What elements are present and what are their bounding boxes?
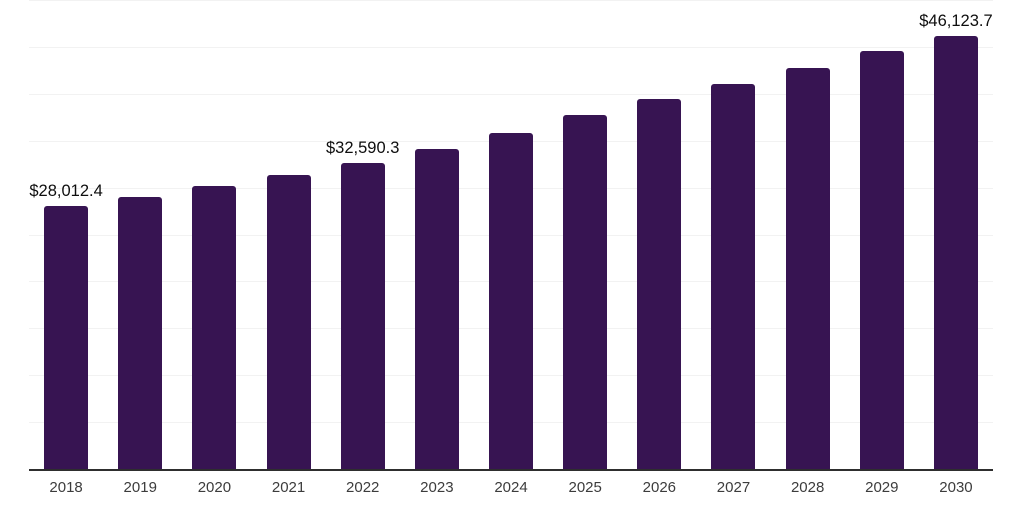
bar-slot-2021 bbox=[251, 0, 325, 469]
bar-2024[interactable] bbox=[489, 132, 534, 469]
bar-2020[interactable] bbox=[192, 186, 237, 469]
x-tick-2029: 2029 bbox=[865, 479, 899, 496]
bar-2019[interactable] bbox=[118, 197, 163, 469]
x-tick-2018: 2018 bbox=[49, 479, 83, 496]
bar-2025[interactable] bbox=[563, 114, 608, 469]
gridline-40000 bbox=[29, 93, 993, 95]
x-tick-2020: 2020 bbox=[197, 479, 232, 496]
bar-slot-2020 bbox=[177, 0, 251, 469]
bar-slot-2022: $32,590.3 bbox=[326, 0, 400, 469]
bar-2022[interactable] bbox=[340, 163, 385, 469]
gridline-50000 bbox=[29, 0, 993, 1]
x-tick-2025: 2025 bbox=[568, 479, 602, 496]
x-tick-2027: 2027 bbox=[716, 479, 751, 496]
x-axis-tick-labels: 2018 2019 2020 2021 2022 2023 2024 2025 2026 2027… bbox=[29, 480, 993, 495]
gridline-45000 bbox=[29, 46, 993, 48]
bar-2021[interactable] bbox=[266, 175, 311, 469]
bar-2030[interactable] bbox=[933, 36, 978, 469]
bar-slot-2023 bbox=[400, 0, 474, 469]
x-tick-2022: 2022 bbox=[346, 479, 380, 496]
value-label-2018: $28,012.4 bbox=[29, 181, 103, 200]
bar-slot-2028 bbox=[771, 0, 845, 469]
value-label-2030: $46,123.7 bbox=[919, 11, 993, 30]
x-tick-2030: 2030 bbox=[939, 479, 973, 496]
x-tick-2021: 2021 bbox=[271, 479, 306, 496]
bar-2018[interactable] bbox=[44, 206, 89, 469]
bar-slot-2029 bbox=[845, 0, 919, 469]
plot-area: $28,012.4 $32,590.3 $46,123.7 bbox=[29, 0, 993, 471]
x-tick-2023: 2023 bbox=[420, 479, 454, 496]
bar-2027[interactable] bbox=[711, 83, 756, 469]
bar-slot-2024 bbox=[474, 0, 548, 469]
bar-slot-2018: $28,012.4 bbox=[29, 0, 103, 469]
bar-slot-2030: $46,123.7 bbox=[919, 0, 993, 469]
bar-2029[interactable] bbox=[859, 51, 904, 469]
x-tick-2028: 2028 bbox=[790, 479, 825, 496]
bars-container: $28,012.4 $32,590.3 $46,123.7 bbox=[29, 0, 993, 469]
bar-2026[interactable] bbox=[637, 98, 682, 469]
bar-slot-2019 bbox=[103, 0, 177, 469]
x-tick-2019: 2019 bbox=[123, 479, 157, 496]
x-tick-2024: 2024 bbox=[494, 479, 528, 496]
bar-slot-2027 bbox=[696, 0, 770, 469]
bar-slot-2026 bbox=[622, 0, 696, 469]
bar-2023[interactable] bbox=[414, 148, 459, 469]
x-tick-2026: 2026 bbox=[642, 479, 677, 496]
value-label-2022: $32,590.3 bbox=[326, 138, 400, 157]
bar-2028[interactable] bbox=[785, 67, 830, 469]
bar-slot-2025 bbox=[548, 0, 622, 469]
